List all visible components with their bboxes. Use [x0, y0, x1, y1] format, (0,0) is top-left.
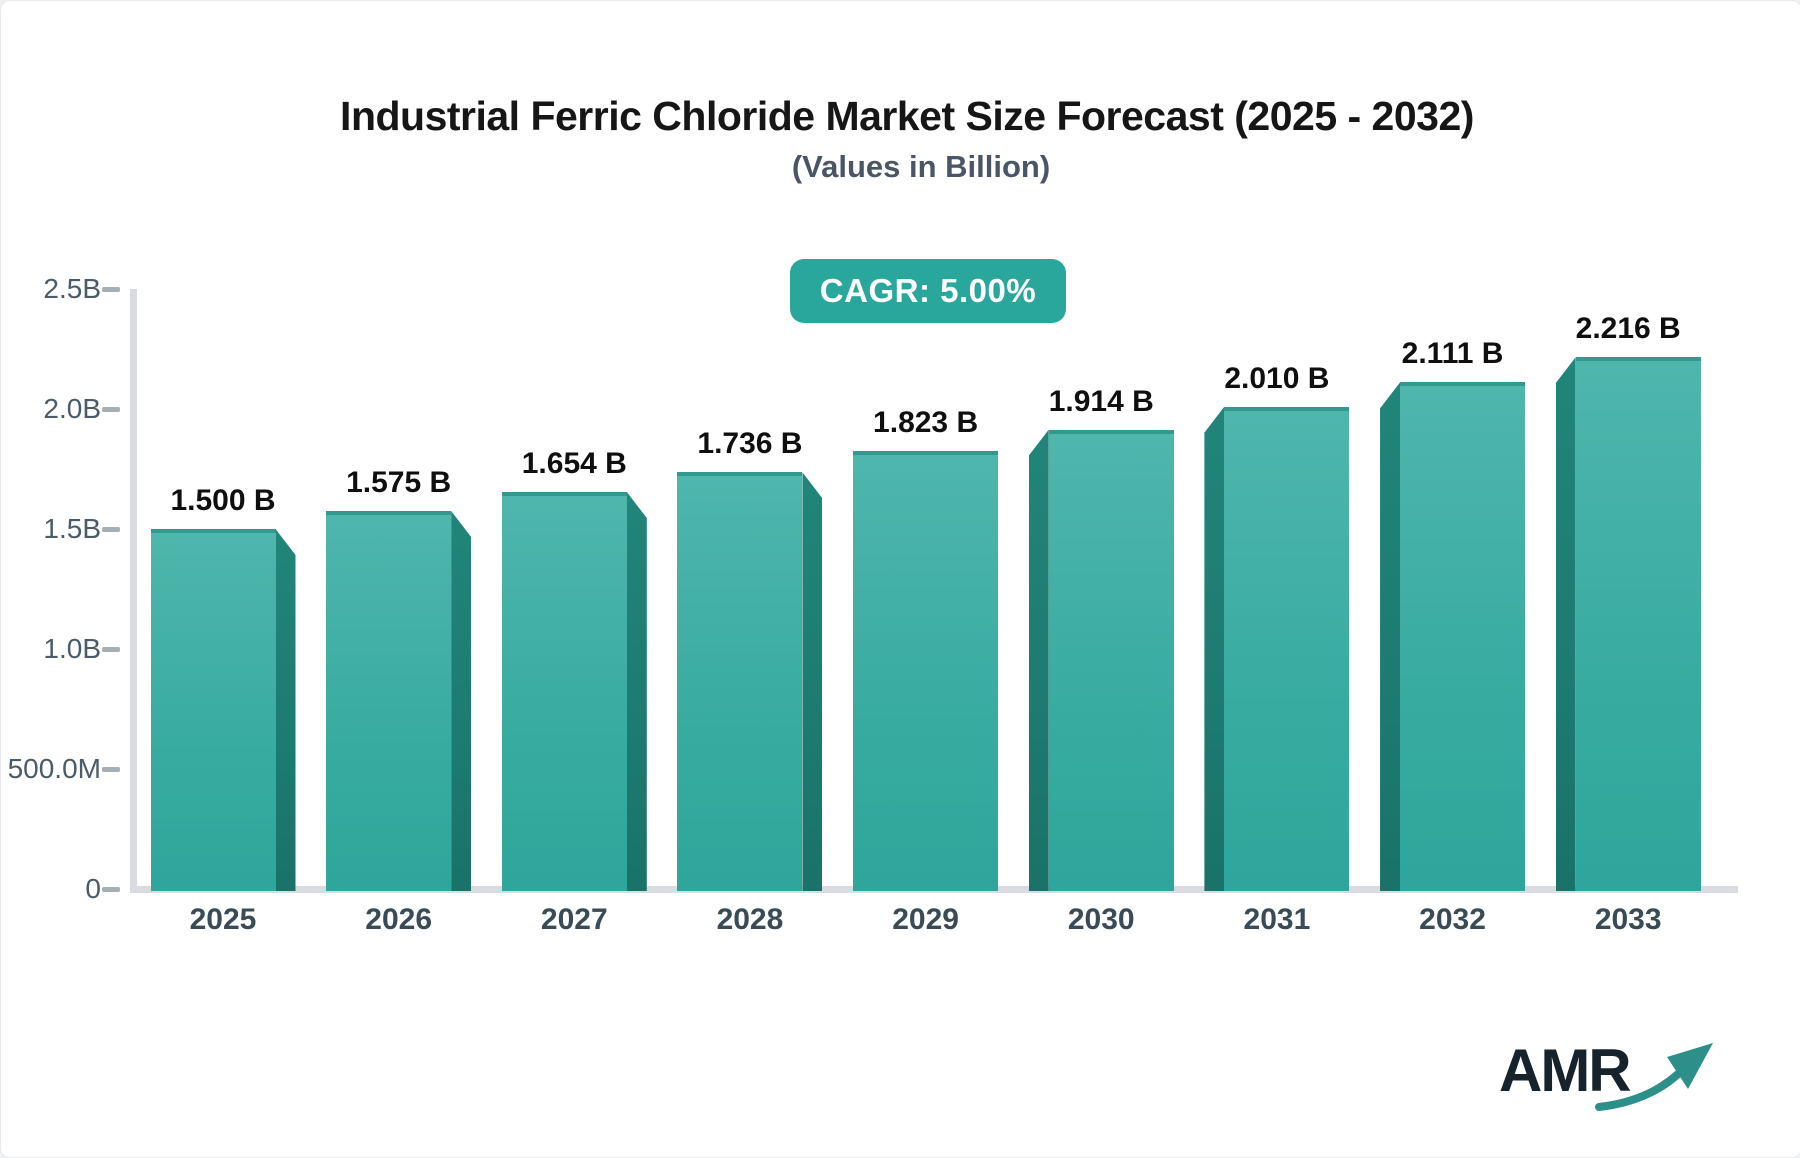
y-tick-mark [102, 767, 120, 772]
bar-value-label: 1.500 B [170, 484, 276, 517]
bar-2032 [1380, 382, 1526, 891]
amr-logo: AMR [1499, 1021, 1713, 1113]
bar-2026 [326, 511, 472, 891]
y-tick-mark [102, 527, 120, 532]
bar-shade-side [802, 472, 823, 891]
y-tick-mark [102, 407, 120, 412]
x-tick-label: 2031 [1243, 903, 1311, 936]
bar-face [677, 472, 803, 891]
amr-logo-text: AMR [1499, 1037, 1632, 1104]
bar-value-label: 1.654 B [521, 447, 627, 481]
x-tick-label: 2029 [892, 903, 959, 936]
y-tick-label: 2.0B [43, 393, 101, 424]
bar-face [1400, 382, 1526, 891]
bar-face [1048, 429, 1174, 891]
bar-value-label: 2.216 B [1575, 312, 1681, 346]
bar-value-label: 1.823 B [873, 406, 979, 440]
x-tick-label: 2026 [365, 903, 433, 936]
bar-face [1224, 406, 1350, 891]
bar-2031 [1204, 406, 1350, 891]
y-tick-label: 1.0B [43, 633, 101, 664]
x-tick-label: 2030 [1067, 903, 1135, 936]
y-axis-line [130, 289, 137, 890]
bar-face [853, 451, 999, 891]
bar-2025 [150, 529, 296, 891]
y-tick-label: 500.0M [7, 753, 101, 784]
bar-shade-side [1028, 429, 1049, 891]
bar-value-label: 2.111 B [1401, 337, 1504, 371]
bar-shade-side [626, 492, 647, 891]
bar-shade-side [451, 511, 472, 891]
chart-title: Industrial Ferric Chloride Market Size F… [340, 93, 1474, 139]
bar-shade-side [275, 529, 296, 891]
x-tick-label: 2028 [716, 903, 784, 936]
bar-face [326, 511, 452, 891]
bar-value-label: 1.575 B [346, 466, 452, 499]
bar-face [501, 492, 627, 891]
bar-shade-side [1204, 406, 1225, 891]
y-tick-mark [102, 647, 120, 652]
x-tick-label: 2025 [189, 903, 257, 936]
bar-2033 [1555, 357, 1701, 891]
cagr-badge: CAGR: 5.00% [790, 259, 1066, 323]
y-tick-mark [102, 887, 120, 892]
bar-shade-side [1380, 382, 1401, 891]
x-tick-label: 2033 [1594, 903, 1662, 936]
bar-value-label: 1.914 B [1048, 384, 1154, 418]
y-tick-mark [102, 287, 120, 292]
bar-shade-side [1555, 357, 1576, 891]
bar-value-label: 2.010 B [1224, 361, 1330, 395]
growth-arrow-icon [1595, 1043, 1713, 1111]
bar-face [1575, 357, 1701, 891]
bar-2030 [1028, 429, 1174, 891]
y-tick-label: 2.5B [43, 273, 101, 304]
bar-2028 [677, 472, 823, 891]
y-tick-label: 0 [85, 873, 101, 904]
x-tick-label: 2027 [540, 903, 608, 936]
bar-value-label: 1.736 B [697, 427, 803, 461]
chart-subtitle: (Values in Billion) [791, 149, 1051, 184]
bar-face [150, 529, 276, 891]
y-tick-label: 1.5B [43, 513, 101, 544]
x-tick-label: 2032 [1419, 903, 1486, 936]
bar-2027 [501, 492, 647, 891]
bar-2029 [853, 451, 999, 891]
